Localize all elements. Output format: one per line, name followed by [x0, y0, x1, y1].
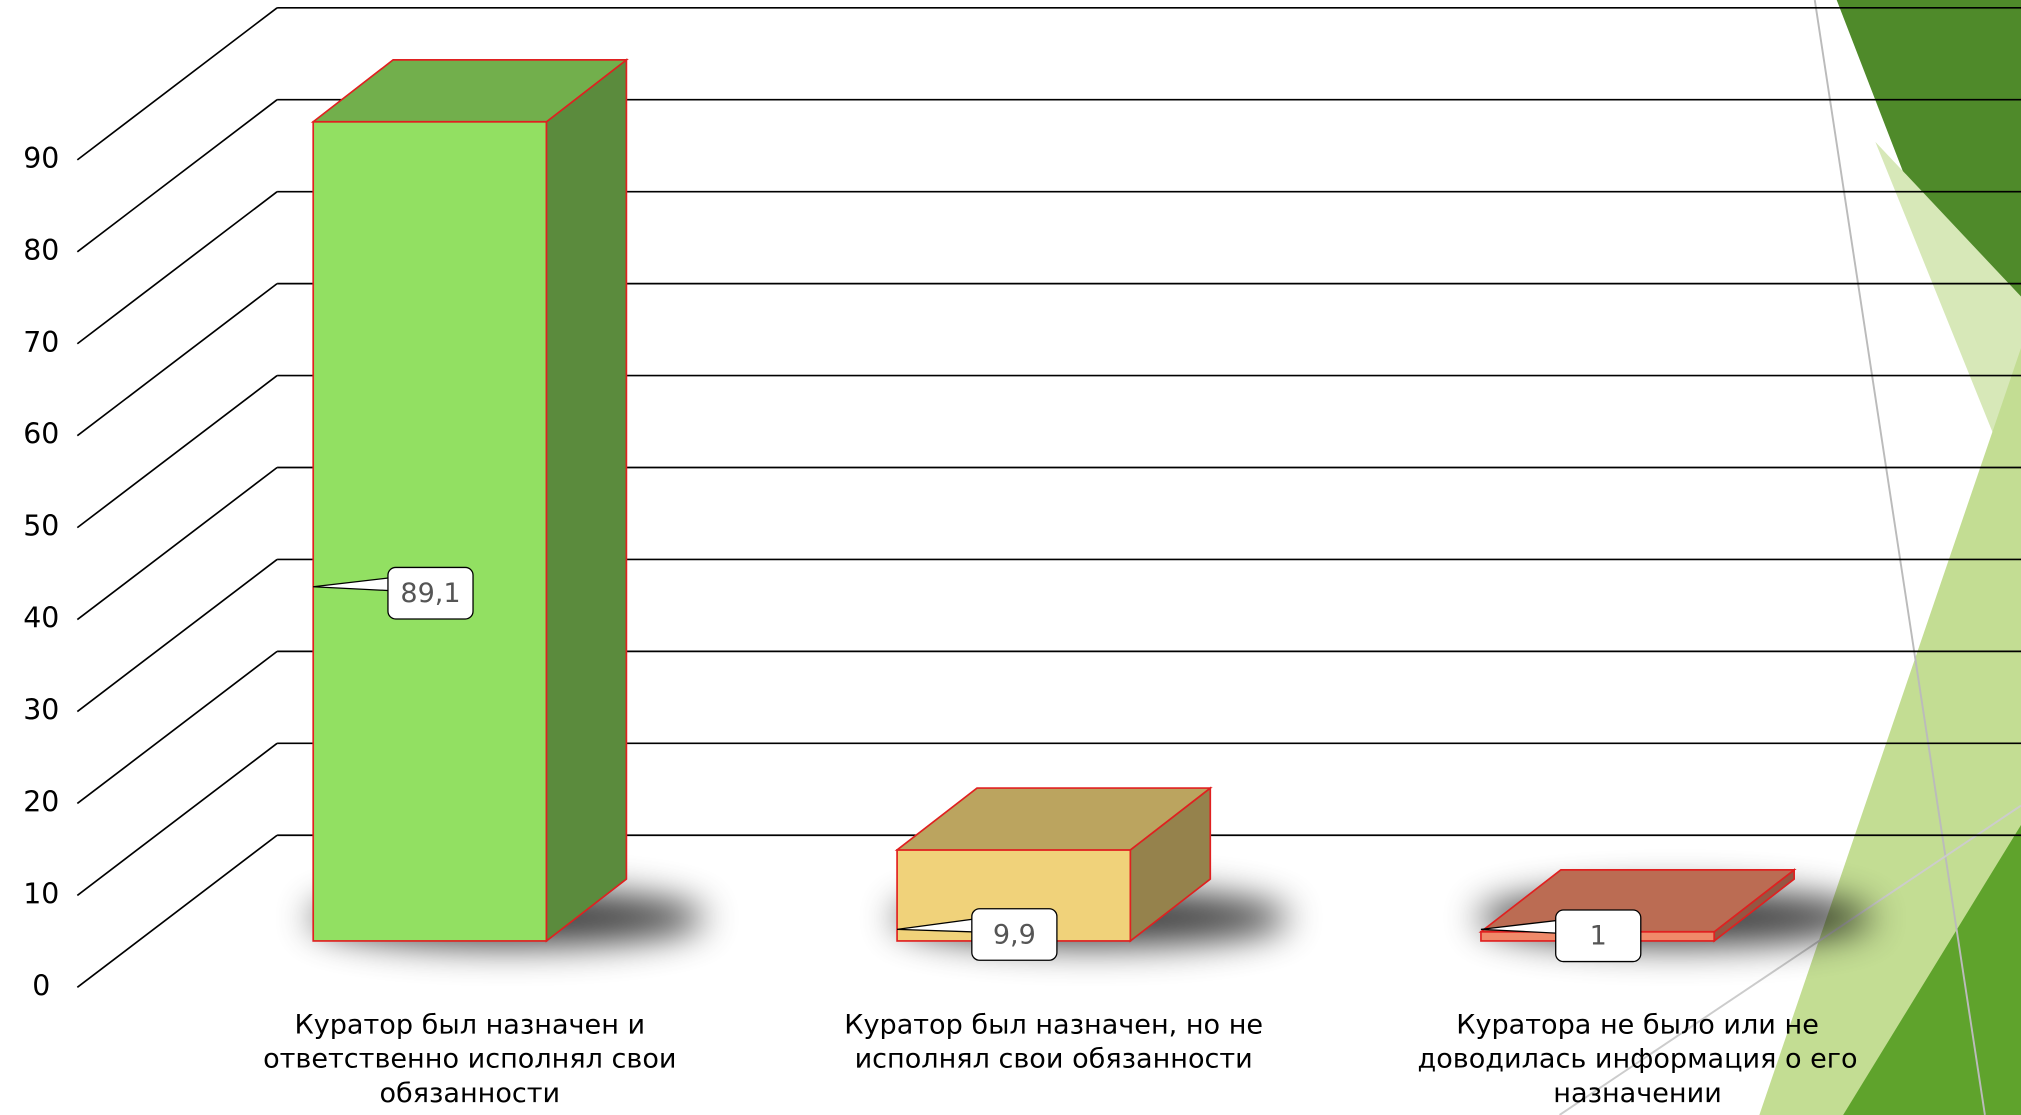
x-tick-label-box: Куратора не было или не доводилась инфор…: [1417, 1009, 1858, 1108]
grid-line: [76, 374, 278, 529]
bar-top: [310, 59, 629, 123]
y-tick-label: 70: [23, 326, 59, 359]
data-label: 9,9: [993, 919, 1036, 950]
y-tick-label: 20: [23, 785, 59, 818]
grid-line: [76, 190, 278, 345]
bar: [312, 120, 548, 942]
data-label: 89,1: [400, 578, 460, 609]
y-tick-label: 40: [23, 602, 59, 635]
bar-top: [894, 787, 1213, 851]
y-tick-label: 90: [23, 142, 59, 175]
bar-side: [545, 58, 628, 943]
y-tick-label: 60: [23, 418, 59, 451]
y-tick-label: 50: [23, 510, 59, 543]
y-tick-label: 30: [23, 694, 59, 727]
y-tick-label: 0: [32, 969, 50, 1002]
grid-line: [76, 742, 278, 897]
x-tick-label-box: Куратор был назначен и ответственно испо…: [263, 1009, 677, 1108]
label-box: [971, 908, 1058, 961]
y-tick-label: 10: [23, 877, 59, 910]
x-tick-label: Куратор был назначен и ответственно испо…: [263, 1009, 677, 1108]
x-tick-label-box: Куратор был назначен, но не исполнял сво…: [844, 1009, 1264, 1075]
x-tick-label: Куратора не было или не доводилась инфор…: [1417, 1009, 1858, 1108]
label-box: [1555, 909, 1642, 963]
label-box: [387, 566, 474, 620]
bars: 89,1 Куратор был назначен и ответственно …: [263, 58, 1874, 1108]
grid-line: [76, 99, 278, 253]
grid-line: [76, 650, 278, 805]
data-label: 1: [1590, 921, 1607, 952]
grid-line: [76, 834, 278, 989]
x-tick-label: Куратор был назначен, но не исполнял сво…: [844, 1009, 1264, 1075]
grid-line: [76, 282, 278, 437]
grid-line: [76, 466, 278, 621]
grid-line: [76, 558, 278, 713]
grid-line: [76, 7, 278, 161]
y-tick-label: 80: [23, 234, 59, 267]
